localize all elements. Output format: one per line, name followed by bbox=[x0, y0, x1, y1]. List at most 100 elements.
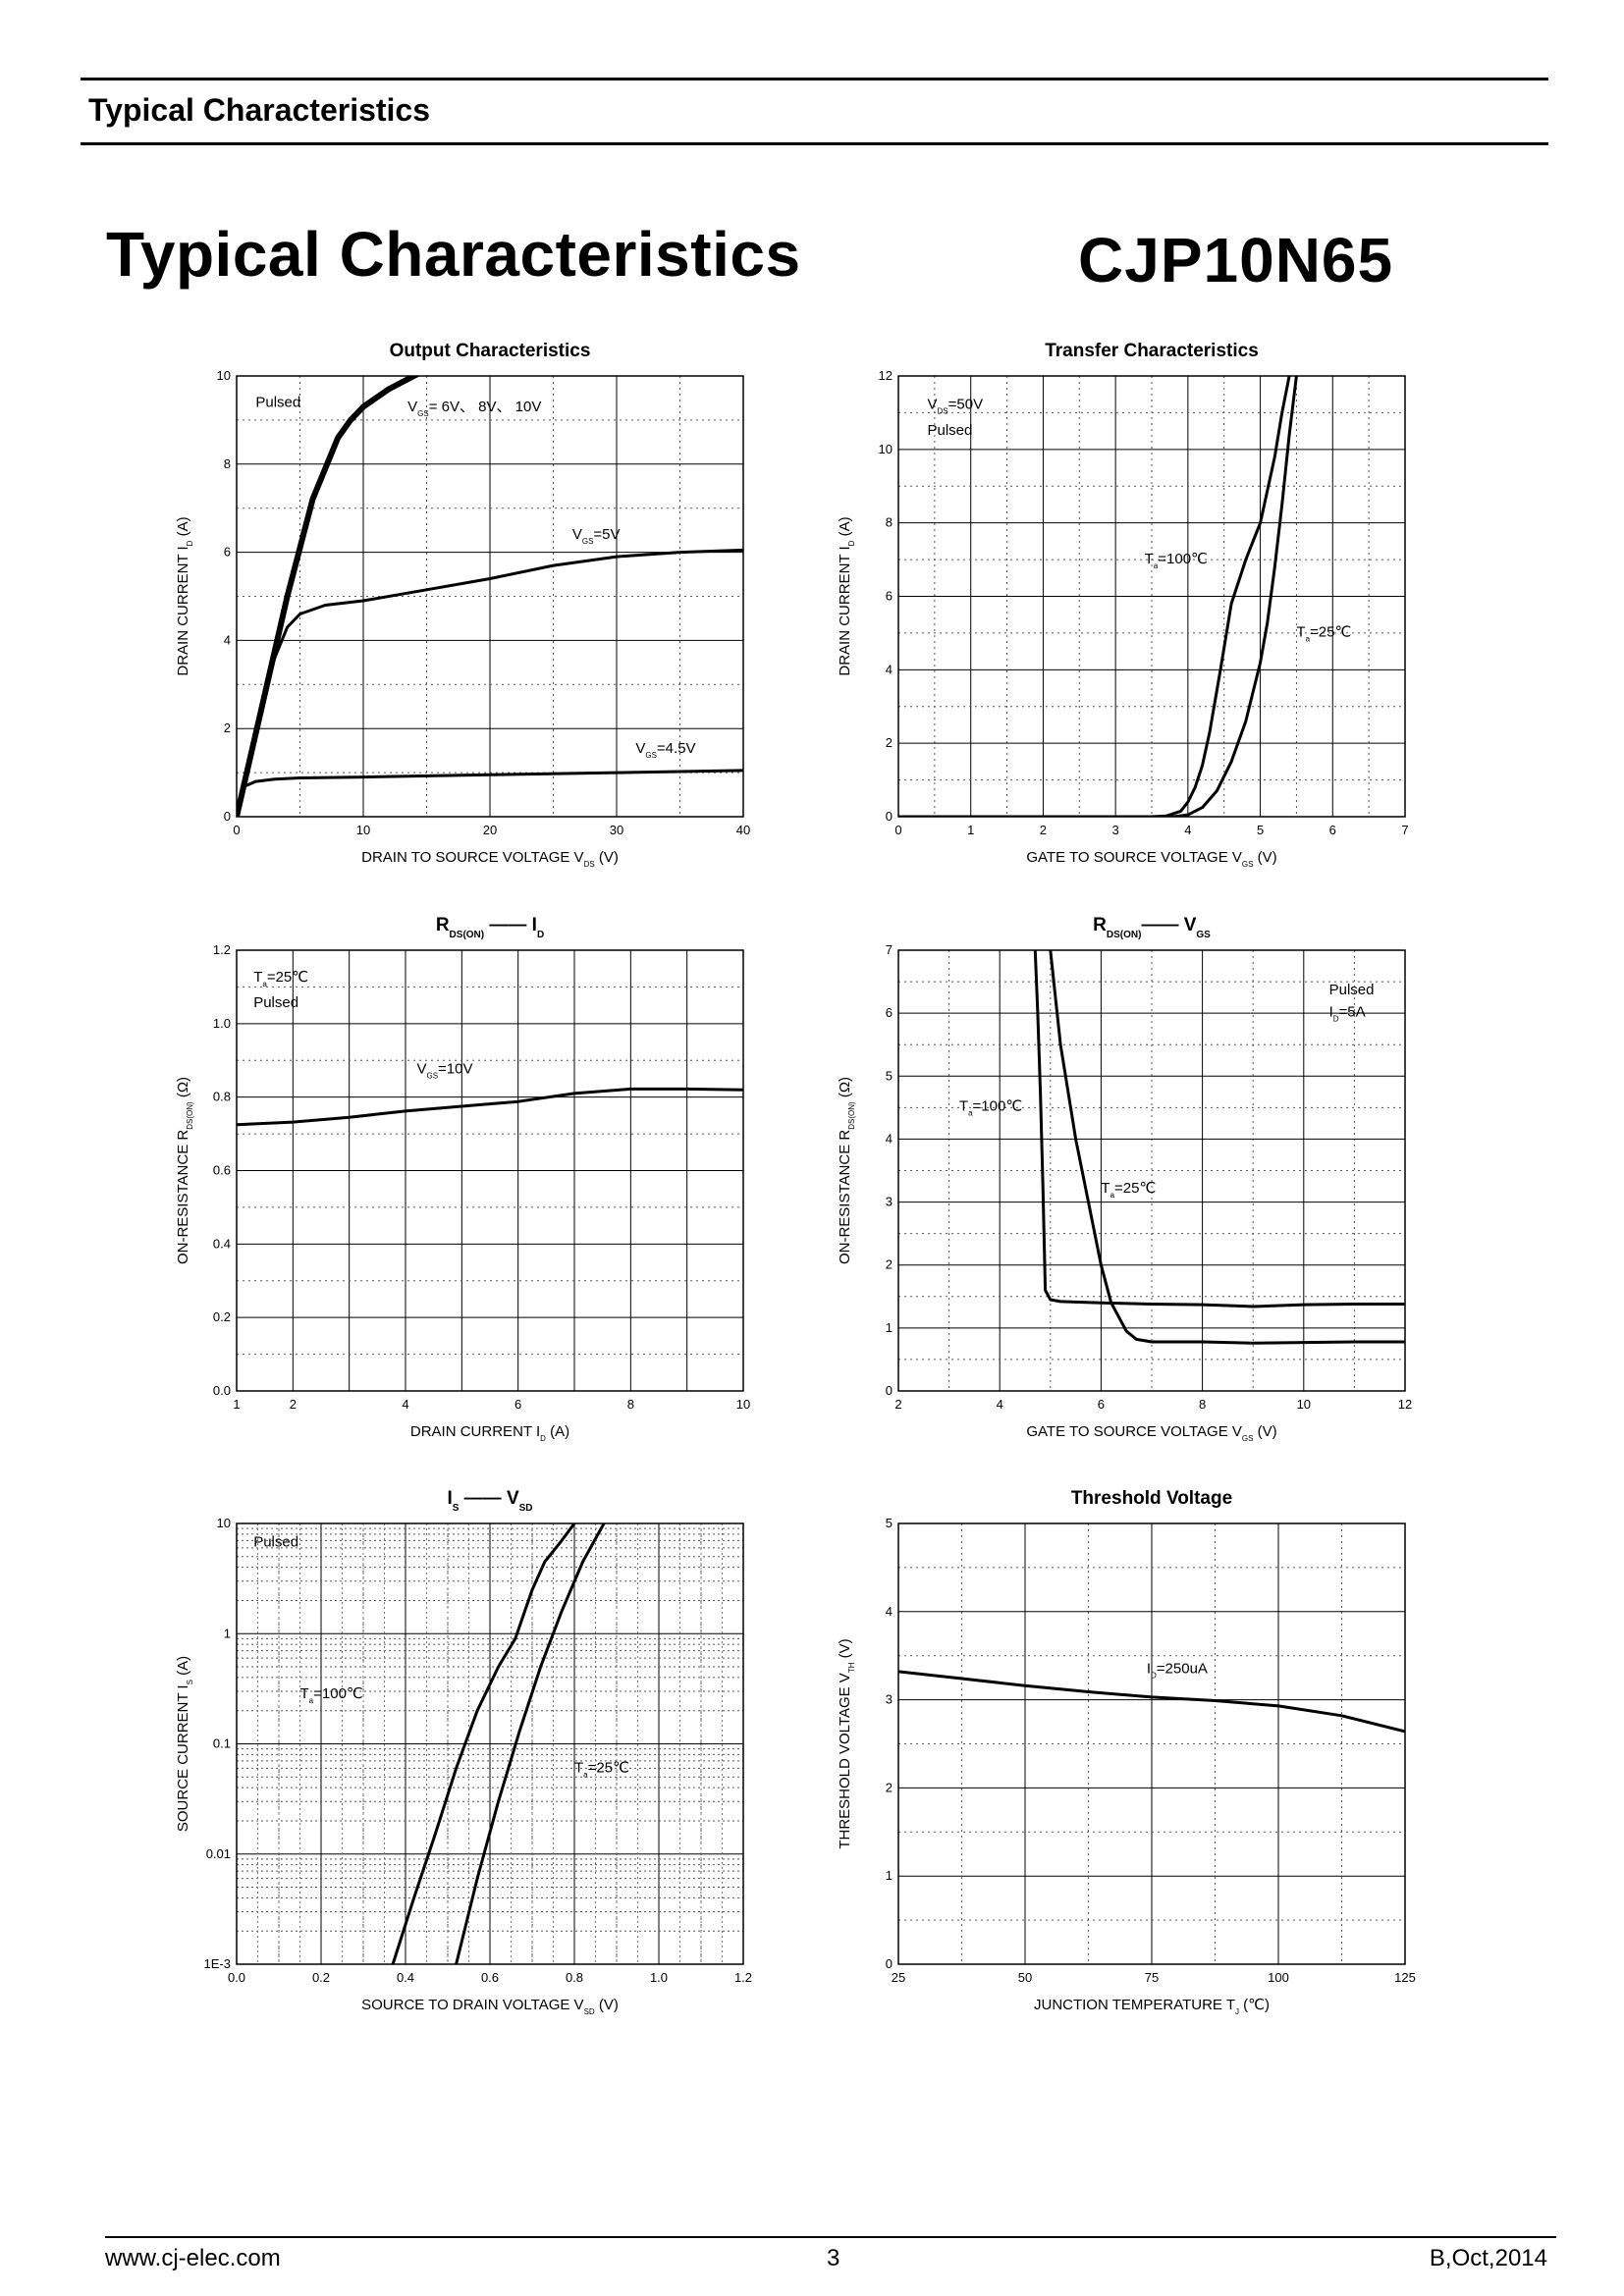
chart-title-part: R bbox=[436, 915, 450, 935]
y-axis-label: ON-RESISTANCE RDS(ON) (Ω) bbox=[837, 1077, 856, 1264]
chart-annotation-part: a bbox=[1306, 635, 1311, 644]
chart-annotation-part: =5A bbox=[1339, 1003, 1366, 1020]
x-axis-label-part: D bbox=[540, 1434, 546, 1443]
y-tick-label: 7 bbox=[886, 942, 893, 957]
y-axis-label-part: R bbox=[175, 1130, 191, 1145]
series-line bbox=[898, 376, 1298, 817]
x-axis-label-part: (V) bbox=[1253, 849, 1276, 866]
x-tick-label: 10 bbox=[356, 823, 370, 837]
chart-annotation-part: =5V bbox=[593, 526, 620, 543]
chart-title-part: R bbox=[1093, 915, 1107, 935]
y-axis-label-part: S bbox=[186, 1680, 194, 1684]
footer-rule bbox=[105, 2236, 1556, 2238]
chart-title: Threshold Voltage bbox=[1071, 1488, 1232, 1509]
chart-annotation-part: =25℃ bbox=[588, 1760, 629, 1777]
chart-title-part: Output Characteristics bbox=[390, 341, 591, 361]
x-axis-label: GATE TO SOURCE VOLTAGE VGS (V) bbox=[1026, 1423, 1276, 1443]
y-axis-label-part: DRAIN CURRENT bbox=[175, 555, 191, 676]
x-tick-label: 8 bbox=[1199, 1397, 1206, 1412]
series-line bbox=[898, 376, 1291, 817]
plot-frame bbox=[236, 1522, 744, 1965]
x-axis-label: DRAIN CURRENT ID (A) bbox=[410, 1423, 569, 1443]
x-axis-label-part: GS bbox=[1242, 1434, 1254, 1443]
y-tick-label: 5 bbox=[886, 1068, 893, 1083]
x-axis-label-part: SOURCE TO DRAIN VOLTAGE bbox=[361, 1997, 569, 2013]
chart-annotation-part: a bbox=[1110, 1191, 1115, 1200]
y-tick-label: 0.0 bbox=[213, 1383, 231, 1398]
y-axis-label-part: I bbox=[175, 546, 191, 554]
series-line bbox=[237, 376, 421, 817]
series-line bbox=[237, 1087, 743, 1127]
chart-annotation-part: a bbox=[968, 1109, 973, 1118]
chart-annotation-part: =50V bbox=[948, 397, 983, 413]
chart-annotation-part: =100℃ bbox=[313, 1685, 363, 1702]
x-axis-label: GATE TO SOURCE VOLTAGE VGS (V) bbox=[1026, 849, 1276, 869]
chart-title: RDS(ON) —— ID bbox=[436, 915, 544, 940]
x-axis-label-part: V bbox=[1228, 1423, 1242, 1440]
y-axis-label-part: (Ω) bbox=[837, 1077, 853, 1101]
y-axis-label: ON-RESISTANCE RDS(ON) (Ω) bbox=[175, 1077, 194, 1264]
x-axis-label-part: V bbox=[1228, 849, 1242, 866]
x-tick-label: 10 bbox=[736, 1397, 750, 1412]
chart-title: Transfer Characteristics bbox=[1045, 341, 1259, 361]
x-axis-label-part: T bbox=[1222, 1997, 1235, 2013]
chart-annotation: ID=250uA bbox=[1147, 1661, 1208, 1681]
x-tick-label: 125 bbox=[1394, 1970, 1416, 1985]
x-tick-label: 0.4 bbox=[397, 1970, 414, 1985]
y-tick-label: 0.01 bbox=[206, 1846, 231, 1861]
chart-annotation-part: Pulsed bbox=[927, 422, 972, 439]
chart-annotation-part: V bbox=[407, 399, 417, 415]
series-line bbox=[455, 1523, 606, 1964]
chart-annotation-part: =100℃ bbox=[1158, 551, 1208, 567]
chart-annotation-part: Pulsed bbox=[253, 994, 298, 1011]
y-tick-label: 10 bbox=[217, 368, 231, 383]
chart-grid bbox=[897, 950, 1406, 1391]
chart-annotation: Ta=25℃ bbox=[1296, 624, 1351, 644]
x-tick-label: 1 bbox=[233, 1397, 240, 1412]
chart-annotation: VGS=10V bbox=[416, 1060, 472, 1080]
chart-output: 0 10 20 30 40 0 2 4 6 8 10 Output Characteristics DR… bbox=[175, 341, 750, 869]
y-tick-label: 4 bbox=[886, 662, 893, 676]
chart-title: RDS(ON)—— VGS bbox=[1093, 915, 1211, 940]
footer-website: www.cj-elec.com bbox=[105, 2245, 281, 2271]
x-tick-label: 6 bbox=[1329, 823, 1336, 837]
chart-annotation-part: T bbox=[959, 1098, 968, 1115]
x-tick-label: 8 bbox=[627, 1397, 634, 1412]
footer-revision: B,Oct,2014 bbox=[1429, 2245, 1547, 2271]
y-tick-label: 2 bbox=[886, 735, 893, 750]
x-axis-label-part: (℃) bbox=[1239, 1997, 1270, 2013]
y-tick-label: 1 bbox=[224, 1626, 231, 1640]
x-axis-label-part: DRAIN TO SOURCE VOLTAGE bbox=[361, 849, 569, 866]
y-tick-label: 0 bbox=[886, 1383, 893, 1398]
x-axis-label-part: SD bbox=[584, 2007, 595, 2016]
x-tick-label: 25 bbox=[892, 1970, 905, 1985]
chart-grid bbox=[897, 376, 1406, 817]
chart-annotation-part: =25℃ bbox=[267, 969, 308, 986]
y-axis-label: DRAIN CURRENT ID (A) bbox=[175, 516, 194, 675]
x-axis-label-part: (V) bbox=[595, 1997, 619, 2013]
y-axis-label: SOURCE CURRENT IS (A) bbox=[175, 1656, 194, 1832]
y-tick-label: 2 bbox=[224, 721, 231, 735]
chart-annotation: Ta=100℃ bbox=[1145, 551, 1208, 570]
x-axis-label-part: GATE TO SOURCE VOLTAGE bbox=[1026, 849, 1227, 866]
plot-frame bbox=[236, 375, 744, 818]
y-axis-label-part: ON-RESISTANCE bbox=[837, 1145, 853, 1264]
chart-annotation-part: GS bbox=[582, 537, 594, 546]
chart-annotation: Ta=100℃ bbox=[300, 1685, 363, 1705]
x-tick-label: 4 bbox=[402, 1397, 408, 1412]
x-tick-label: 2 bbox=[290, 1397, 297, 1412]
y-axis-label-part: (V) bbox=[837, 1638, 853, 1662]
y-axis-label-part: V bbox=[837, 1673, 853, 1686]
chart-annotation-part: Pulsed bbox=[253, 1533, 298, 1550]
x-tick-label: 12 bbox=[1398, 1397, 1412, 1412]
y-axis-label-part: (A) bbox=[175, 1656, 191, 1680]
chart-title-part: D bbox=[537, 930, 544, 940]
header-section-title: Typical Characteristics bbox=[88, 92, 431, 128]
chart-annotation: VDS=50V bbox=[927, 397, 983, 416]
x-tick-label: 100 bbox=[1268, 1970, 1289, 1985]
x-tick-label: 3 bbox=[1112, 823, 1119, 837]
x-tick-label: 7 bbox=[1401, 823, 1408, 837]
chart-title-part: Threshold Voltage bbox=[1071, 1488, 1232, 1509]
